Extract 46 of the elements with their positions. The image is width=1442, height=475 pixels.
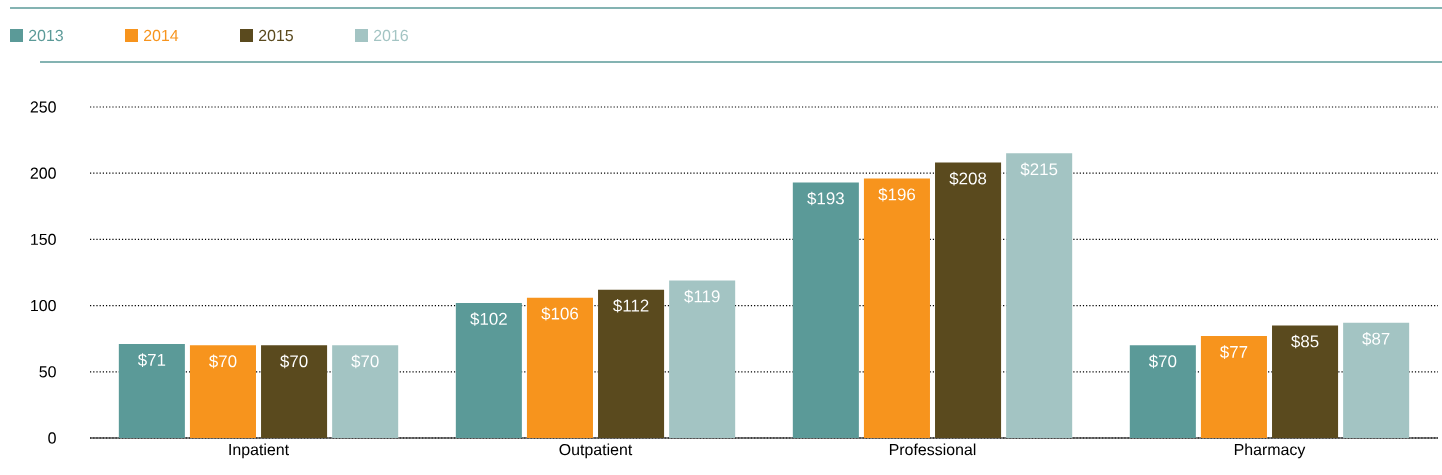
bar: [1129, 345, 1196, 438]
data-label: $70: [209, 354, 237, 369]
data-label: $119: [684, 289, 720, 304]
bar: [189, 345, 256, 438]
data-label: $71: [137, 353, 166, 367]
x-tick-label: Outpatient: [559, 443, 633, 459]
bar: [598, 289, 665, 438]
data-label: $102: [470, 312, 507, 326]
bar: [792, 182, 859, 438]
data-label: $112: [613, 298, 649, 313]
y-tick-label: 150: [31, 233, 56, 246]
y-tick-label: 0: [48, 432, 56, 444]
bar: [455, 302, 522, 438]
bar: [1006, 153, 1073, 438]
bar: [118, 343, 185, 438]
data-label: $70: [280, 354, 308, 369]
bar: [1200, 336, 1267, 438]
data-label: $193: [807, 191, 844, 206]
bar: [863, 178, 930, 438]
data-label: $70: [1148, 354, 1177, 369]
bar: [332, 345, 399, 438]
data-label: $106: [541, 306, 579, 321]
bar: [935, 162, 1002, 438]
x-tick-label: Inpatient: [229, 443, 289, 459]
y-tick-label: 200: [30, 167, 56, 179]
legend-label: 2013: [29, 29, 63, 42]
data-label: $196: [878, 187, 916, 202]
bar: [526, 297, 593, 438]
y-tick-label: 50: [39, 366, 56, 378]
data-label: $70: [351, 354, 379, 369]
legend-label: 2016: [374, 29, 408, 42]
bar: [669, 280, 736, 438]
data-label: $208: [949, 171, 987, 186]
data-label: $85: [1291, 334, 1319, 349]
legend-label: 2014: [144, 29, 179, 42]
bar: [1272, 325, 1339, 438]
data-label: $77: [1220, 345, 1248, 359]
x-tick-label: Pharmacy: [1234, 443, 1306, 459]
data-label: $215: [1020, 162, 1058, 177]
y-tick-label: 250: [30, 101, 56, 113]
data-label: $87: [1362, 332, 1390, 346]
bar: [1343, 322, 1410, 438]
legend-label: 2015: [259, 29, 293, 42]
y-tick-label: 100: [31, 299, 56, 312]
x-tick-label: Professional: [889, 443, 976, 456]
bar: [261, 345, 328, 438]
